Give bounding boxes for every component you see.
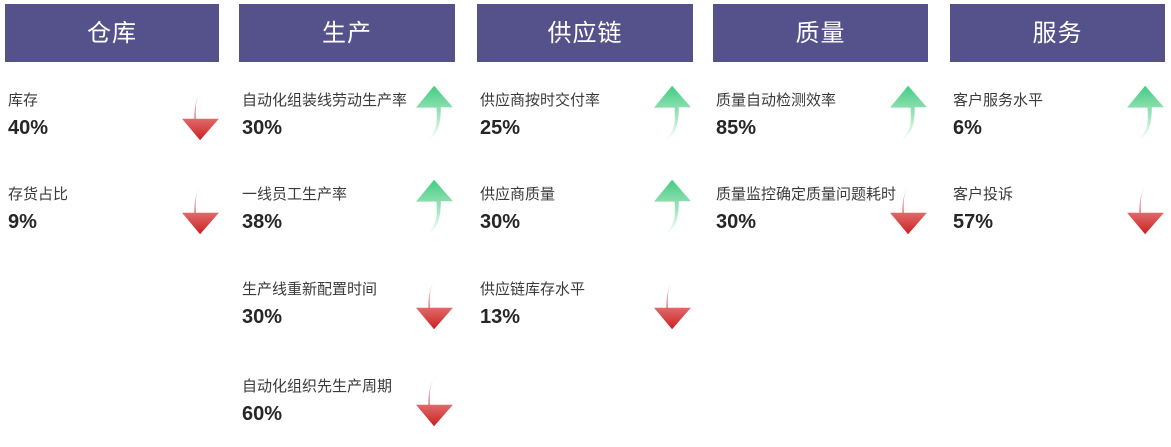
- svg-text:质量监控确定质量问题耗时: 质量监控确定质量问题耗时: [716, 186, 896, 203]
- svg-text:30%: 30%: [242, 117, 282, 139]
- svg-text:供应商按时交付率: 供应商按时交付率: [480, 91, 600, 109]
- svg-text:25%: 25%: [480, 117, 520, 139]
- svg-text:服务: 服务: [1033, 20, 1083, 47]
- svg-text:供应链库存水平: 供应链库存水平: [480, 280, 585, 298]
- svg-text:库存: 库存: [8, 92, 38, 109]
- svg-text:存货占比: 存货占比: [8, 186, 68, 203]
- svg-text:供应链: 供应链: [548, 20, 623, 47]
- svg-text:85%: 85%: [716, 117, 756, 139]
- svg-text:40%: 40%: [8, 117, 48, 139]
- svg-text:一线员工生产率: 一线员工生产率: [242, 186, 347, 203]
- svg-text:生产线重新配置时间: 生产线重新配置时间: [242, 281, 377, 298]
- svg-text:质量: 质量: [796, 20, 846, 47]
- svg-text:13%: 13%: [480, 306, 520, 328]
- svg-text:38%: 38%: [242, 211, 282, 233]
- svg-text:9%: 9%: [8, 211, 37, 233]
- svg-text:自动化组织先生产周期: 自动化组织先生产周期: [242, 378, 392, 395]
- svg-text:质量自动检测效率: 质量自动检测效率: [716, 92, 836, 109]
- svg-text:供应商质量: 供应商质量: [480, 185, 555, 203]
- svg-text:6%: 6%: [953, 117, 982, 139]
- svg-text:自动化组装线劳动生产率: 自动化组装线劳动生产率: [242, 92, 407, 109]
- svg-text:客户投诉: 客户投诉: [953, 186, 1013, 203]
- svg-text:57%: 57%: [953, 211, 993, 233]
- svg-text:30%: 30%: [242, 306, 282, 328]
- svg-text:60%: 60%: [242, 403, 282, 425]
- svg-text:30%: 30%: [716, 211, 756, 233]
- svg-text:客户服务水平: 客户服务水平: [953, 92, 1043, 109]
- svg-text:30%: 30%: [480, 211, 520, 233]
- svg-text:生产: 生产: [322, 20, 372, 47]
- svg-text:仓库: 仓库: [87, 20, 137, 47]
